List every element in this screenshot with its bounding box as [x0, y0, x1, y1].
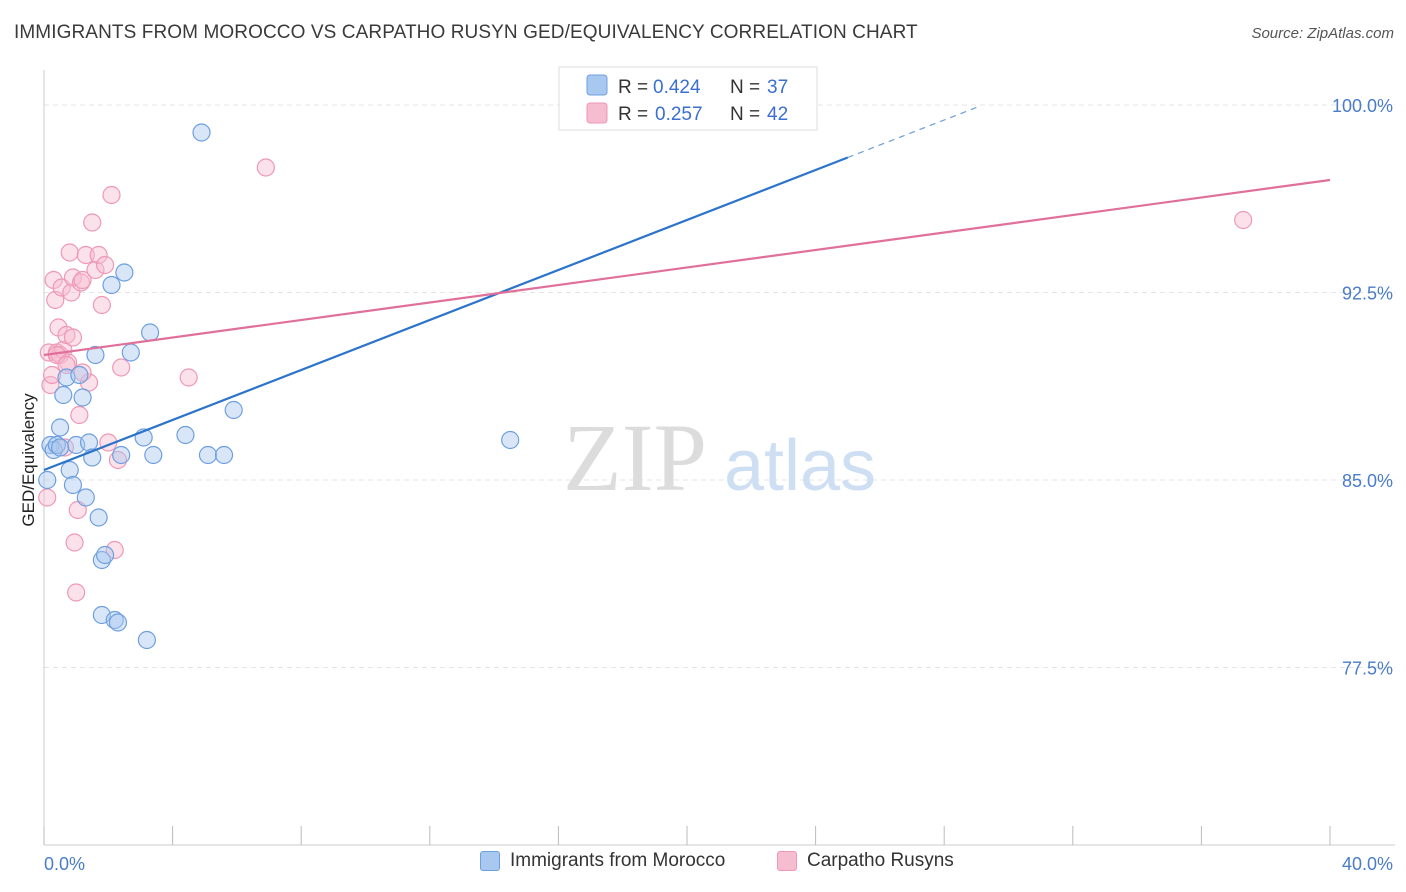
point-morocco-17 [92, 550, 111, 570]
y-axis-label: GED/Equivalency [19, 393, 38, 527]
legend-item-morocco: Immigrants from Morocco [480, 850, 725, 872]
point-morocco-25 [144, 445, 163, 465]
point-morocco-4 [50, 418, 70, 437]
point-morocco-15 [86, 345, 105, 365]
point-morocco-28 [198, 445, 218, 465]
point-morocco-29 [214, 445, 234, 465]
point-rusyn-38 [63, 328, 83, 347]
point-morocco-5 [54, 385, 73, 405]
legend-marker-blue [480, 851, 500, 871]
legend-r-value-blue: 0.424 [653, 77, 701, 98]
point-morocco-26 [176, 425, 195, 445]
legend-r-label-pink: R = [618, 104, 648, 125]
point-morocco-12 [76, 488, 95, 507]
trendline-rusyns [43, 178, 1331, 357]
point-morocco-3 [47, 435, 66, 455]
point-rusyn-36 [256, 158, 275, 177]
point-rusyn-17 [65, 533, 84, 552]
stats-legend: R = 0.424 N = 37 R = 0.257 N = 42 [558, 66, 818, 131]
y-tick-label-1: 85.0% [1342, 471, 1393, 491]
legend-r-label-blue: R = [618, 77, 648, 98]
point-rusyn-32 [105, 540, 124, 560]
y-tick-label-2: 92.5% [1342, 284, 1393, 304]
point-morocco-27 [192, 123, 211, 142]
legend-swatch-blue [586, 74, 608, 96]
y-tick-label-3: 100.0% [1332, 96, 1393, 116]
y-tick-label-0: 77.5% [1342, 659, 1393, 679]
legend-n-label-blue: N = [730, 77, 760, 98]
legend-label-morocco: Immigrants from Morocco [510, 850, 726, 871]
point-morocco-32 [105, 610, 124, 630]
series-legend: Immigrants from Morocco Carpatho Rusyns [0, 850, 1406, 880]
point-rusyn-27 [89, 245, 108, 265]
x-tick-label-0: 0.0% [44, 854, 85, 874]
legend-n-value-blue: 37 [767, 77, 788, 98]
point-morocco-33 [108, 613, 128, 632]
point-rusyn-15 [62, 283, 81, 302]
point-rusyn-24 [79, 373, 99, 392]
point-rusyn-33 [108, 450, 128, 470]
point-morocco-16 [89, 508, 108, 527]
point-morocco-34 [137, 630, 156, 650]
series-carpatho-rusyns [38, 158, 1253, 602]
point-morocco-10 [70, 365, 89, 385]
point-rusyn-14 [60, 243, 79, 262]
point-rusyn-25 [83, 213, 102, 232]
point-rusyn-3 [42, 365, 62, 385]
point-rusyn-20 [70, 405, 89, 425]
axes [43, 70, 1395, 846]
y-tick-labels: 77.5% 85.0% 92.5% 100.0% [1332, 96, 1393, 679]
point-rusyn-34 [112, 358, 131, 377]
point-rusyn-23 [76, 245, 95, 265]
trendline-morocco [43, 156, 849, 472]
point-morocco-36 [50, 438, 70, 457]
point-morocco-18 [95, 545, 115, 565]
point-morocco-13 [79, 433, 99, 452]
point-morocco-19 [102, 275, 121, 295]
x-tick-labels: 0.0% 40.0% [44, 854, 1393, 874]
legend-n-label-pink: N = [730, 104, 760, 125]
point-morocco-22 [121, 343, 140, 362]
point-morocco-24 [140, 323, 160, 342]
legend-item-rusyns: Carpatho Rusyns [777, 850, 954, 872]
legend-label-rusyns: Carpatho Rusyns [807, 850, 954, 871]
point-rusyn-41 [57, 355, 76, 375]
point-rusyn-37 [1234, 210, 1253, 230]
point-morocco-11 [73, 388, 92, 407]
point-morocco-35 [501, 430, 520, 450]
point-rusyn-28 [92, 295, 111, 315]
point-morocco-8 [63, 475, 83, 495]
point-morocco-20 [112, 445, 131, 465]
point-morocco-7 [60, 460, 79, 480]
point-morocco-0 [38, 470, 57, 490]
legend-swatch-pink [586, 102, 608, 124]
point-rusyn-29 [95, 255, 115, 275]
point-rusyn-35 [179, 368, 198, 387]
watermark-atlas: atlas [724, 426, 876, 506]
point-rusyn-0 [38, 488, 57, 507]
watermark: ZIP atlas [563, 404, 876, 511]
point-morocco-21 [115, 263, 134, 282]
legend-r-value-pink: 0.257 [655, 104, 703, 125]
grid-lines [44, 104, 1395, 668]
series-immigrants-from-morocco [38, 123, 520, 650]
point-morocco-30 [224, 400, 243, 420]
chart-title: IMMIGRANTS FROM MOROCCO VS CARPATHO RUSY… [14, 22, 918, 43]
point-rusyn-22 [73, 270, 92, 290]
trendline-morocco-extension [847, 106, 977, 159]
point-rusyn-26 [86, 260, 105, 280]
x-tick-label-1: 40.0% [1342, 854, 1393, 874]
legend-marker-pink [777, 851, 797, 871]
point-rusyn-18 [67, 583, 86, 602]
legend-n-value-pink: 42 [767, 104, 788, 125]
watermark-zip: ZIP [563, 404, 707, 511]
point-rusyn-31 [102, 185, 121, 205]
trendlines [43, 106, 1331, 472]
source-label: Source: ZipAtlas.com [1251, 25, 1394, 42]
